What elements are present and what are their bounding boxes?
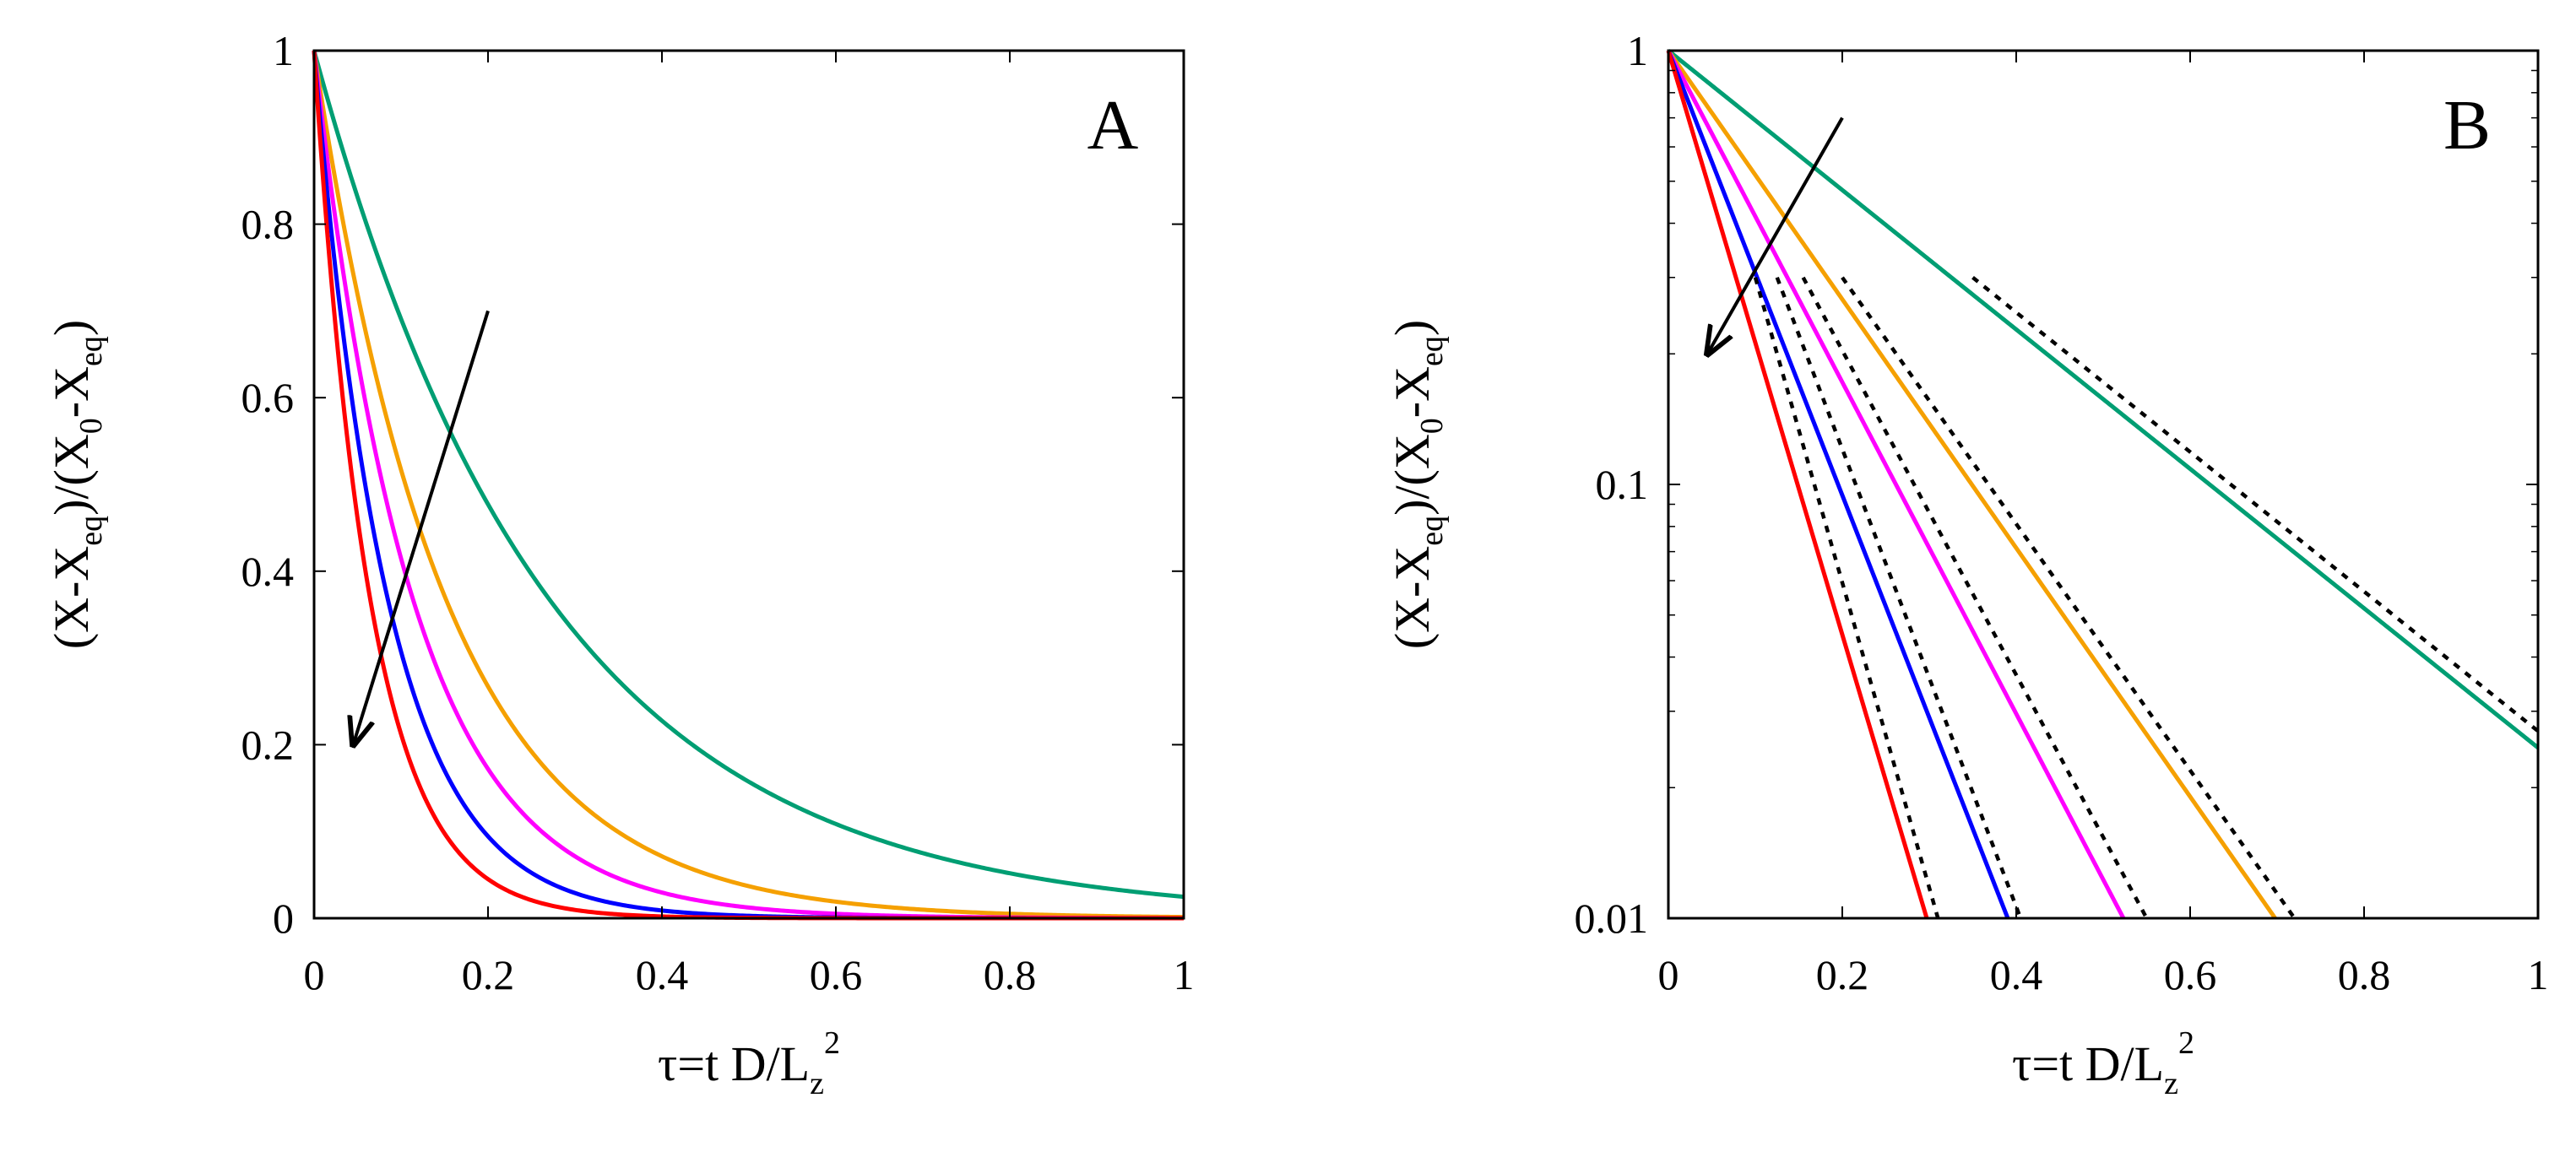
panel-b-x-tick-label: 1 (2528, 951, 2549, 998)
panel-b-series-red (1666, 50, 1929, 919)
panel-a-x-tick-label: 0 (304, 951, 325, 998)
panel-a: 0 0.2 0.4 0.6 0.8 1 0 0.2 0.4 0.6 0.8 1 A τ=t D/Lz2… (44, 27, 1195, 1101)
panel-a-y-tick-label: 1 (273, 27, 294, 74)
panel-a-y-axis-title: (X-Xeq)/(X0-Xeq) (44, 320, 109, 649)
panel-b-asymptote-red-fit (1753, 277, 1940, 919)
panel-a-y-tick-label: 0 (273, 895, 294, 942)
panel-a-x-tick-label: 1 (1174, 951, 1195, 998)
panel-a-y-tick-label: 0.6 (241, 374, 295, 421)
panel-a-tick-labels: 0 0.2 0.4 0.6 0.8 1 0 0.2 0.4 0.6 0.8 1 (241, 27, 1195, 998)
panel-b-y-tick-label: 0.01 (1575, 895, 1649, 942)
panel-a-y-tick-label: 0.8 (241, 201, 295, 248)
panel-a-ticks (314, 51, 1184, 918)
panel-b-series-blue (1666, 50, 2010, 920)
panel-b-arrow (1707, 116, 1844, 354)
panel-a-y-tick-label: 0.2 (241, 721, 295, 768)
panel-a-series-blue (312, 50, 1184, 921)
panel-b-x-tick-label: 0.2 (1816, 951, 1869, 998)
panel-a-series-red (312, 50, 1184, 921)
panel-b-letter: B (2443, 86, 2491, 165)
panel-a-y-tick-label: 0.4 (241, 548, 295, 595)
panel-a-x-tick-label: 0.4 (636, 951, 689, 998)
panel-b-y-tick-label: 0.1 (1596, 461, 1649, 508)
panel-b-x-tick-label: 0.4 (1990, 951, 2043, 998)
panel-b-series-magenta (1666, 49, 2126, 920)
panel-b: 0 0.2 0.4 0.6 0.8 1 0.01 0.1 1 B τ=t D/Lz2 (X-Xe… (1385, 27, 2549, 1101)
panel-a-series-green (312, 50, 1185, 900)
panel-a-letter: A (1087, 86, 1139, 165)
panel-a-arrow-layer (353, 310, 490, 744)
panel-b-series-orange (1666, 49, 2277, 921)
panel-b-y-tick-label: 1 (1627, 27, 1648, 74)
panel-b-x-tick-label: 0.8 (2338, 951, 2391, 998)
panel-b-plot-frame (1667, 49, 2540, 920)
panel-b-arrow-layer (1707, 116, 1844, 354)
panel-a-x-axis-title: τ=t D/Lz2 (658, 1025, 840, 1101)
panel-a-x-tick-label: 0.2 (462, 951, 515, 998)
panel-a-x-tick-label: 0.8 (984, 951, 1037, 998)
panel-b-x-axis-title: τ=t D/Lz2 (2012, 1025, 2194, 1101)
panel-b-series (1666, 49, 2540, 921)
panel-a-series (312, 50, 1185, 921)
panel-a-series-magenta (312, 50, 1185, 921)
panel-b-x-tick-label: 0.6 (2164, 951, 2217, 998)
panel-a-arrow (353, 310, 490, 744)
panel-a-series-orange (312, 50, 1185, 920)
panel-b-tick-labels: 0 0.2 0.4 0.6 0.8 1 0.01 0.1 1 (1575, 27, 2549, 998)
panel-b-asymptote-orange-fit (1841, 276, 2297, 920)
panel-b-asymptote-green-fit (1971, 276, 2540, 733)
panel-b-series-green (1667, 49, 2540, 749)
panel-a-x-tick-label: 0.6 (810, 951, 863, 998)
panel-b-x-tick-label: 0 (1658, 951, 1679, 998)
panel-b-asymptotes (1753, 276, 2540, 920)
panel-b-asymptote-magenta-fit (1801, 276, 2149, 920)
panel-a-plot-frame (312, 49, 1185, 920)
panel-b-y-axis-title: (X-Xeq)/(X0-Xeq) (1385, 320, 1450, 649)
